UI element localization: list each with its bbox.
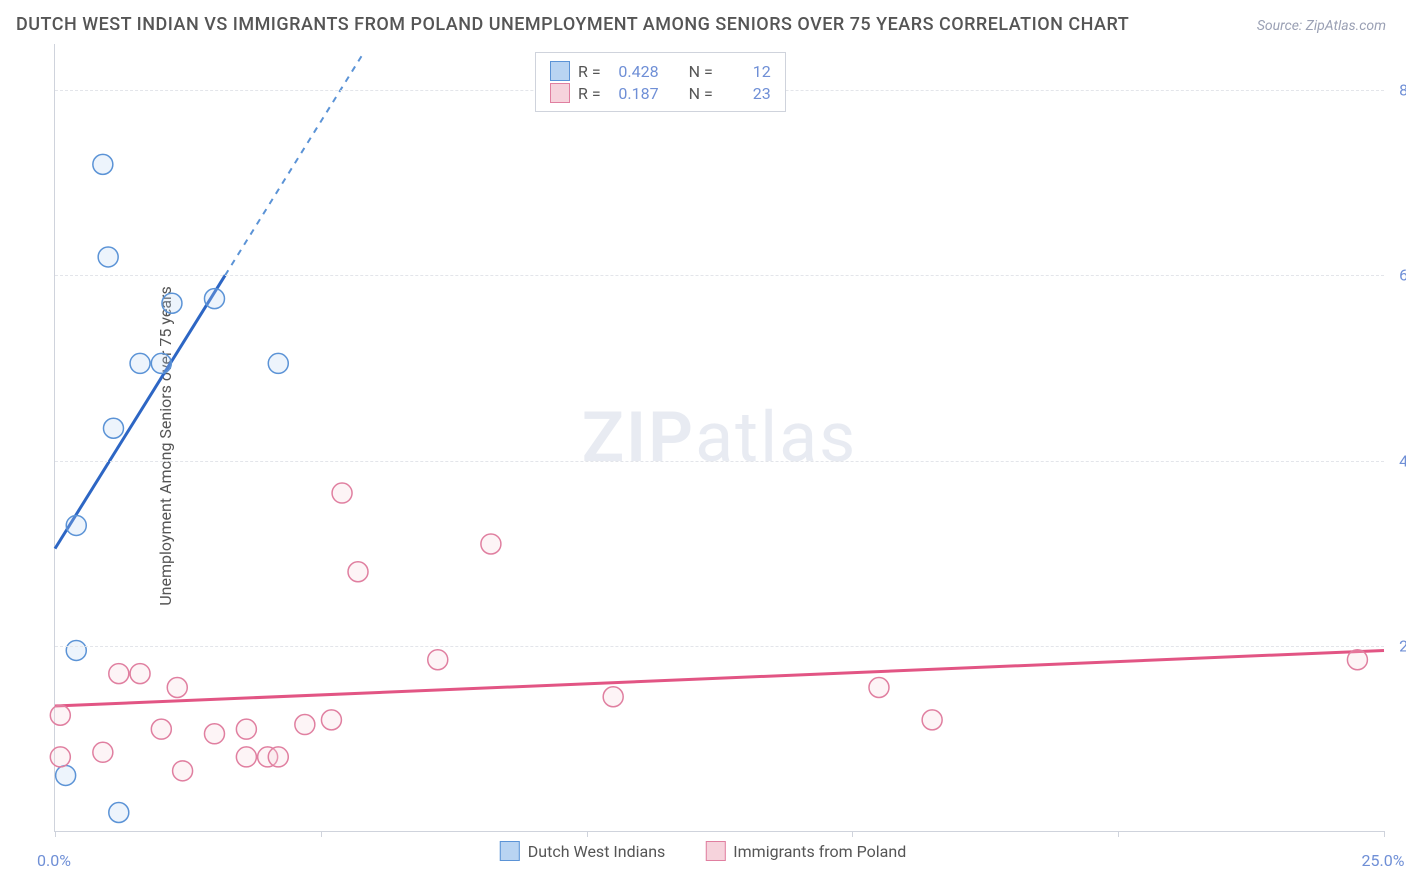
trendline-solid — [55, 275, 225, 548]
data-point — [332, 483, 352, 503]
legend-stats: R = 0.428 N = 12 R = 0.187 N = 23 — [535, 52, 786, 112]
data-point — [103, 418, 123, 438]
r-value: 0.428 — [609, 62, 659, 81]
data-point — [130, 664, 150, 684]
legend-swatch — [500, 841, 520, 861]
y-tick-label: 60.0% — [1399, 266, 1406, 285]
r-label: R = — [578, 84, 601, 103]
data-point — [50, 705, 70, 725]
x-tick — [587, 831, 588, 837]
legend-swatch — [550, 83, 570, 103]
n-value: 12 — [721, 62, 771, 81]
data-point — [173, 761, 193, 781]
x-tick-label: 0.0% — [37, 851, 71, 870]
data-point — [1347, 650, 1367, 670]
chart-container: DUTCH WEST INDIAN VS IMMIGRANTS FROM POL… — [0, 0, 1406, 892]
data-point — [151, 719, 171, 739]
source-credit: Source: ZipAtlas.com — [1257, 18, 1386, 34]
data-point — [66, 515, 86, 535]
plot-area: ZIPatlas 20.0%40.0%60.0%80.0%R =0.428N =… — [54, 44, 1384, 832]
r-value: 0.187 — [609, 84, 659, 103]
data-point — [66, 640, 86, 660]
data-point — [428, 650, 448, 670]
x-tick — [321, 831, 322, 837]
data-point — [268, 747, 288, 767]
data-point — [56, 765, 76, 785]
data-point — [236, 719, 256, 739]
plot-svg — [55, 44, 1384, 831]
data-point — [50, 747, 70, 767]
trendline — [55, 650, 1384, 706]
n-label: N = — [689, 62, 713, 81]
gridline-h — [55, 646, 1384, 647]
chart-title: DUTCH WEST INDIAN VS IMMIGRANTS FROM POL… — [16, 14, 1129, 35]
data-point — [204, 724, 224, 744]
x-tick — [1118, 831, 1119, 837]
data-point — [268, 353, 288, 373]
legend-item: Immigrants from Poland — [705, 841, 906, 861]
data-point — [93, 742, 113, 762]
legend-label: Immigrants from Poland — [733, 842, 906, 861]
legend-stat-row: R = 0.187 N = 23 — [550, 83, 771, 103]
trendline-dashed — [225, 53, 363, 275]
r-label: R = — [578, 62, 601, 81]
x-tick — [1384, 831, 1385, 837]
data-point — [162, 293, 182, 313]
y-tick-label: 80.0% — [1399, 81, 1406, 100]
data-point — [167, 677, 187, 697]
legend-item: Dutch West Indians — [500, 841, 666, 861]
gridline-h — [55, 461, 1384, 462]
data-point — [295, 715, 315, 735]
data-point — [321, 710, 341, 730]
data-point — [109, 664, 129, 684]
data-point — [98, 247, 118, 267]
legend-label: Dutch West Indians — [528, 842, 666, 861]
data-point — [922, 710, 942, 730]
data-point — [151, 353, 171, 373]
data-point — [93, 154, 113, 174]
data-point — [869, 677, 889, 697]
data-point — [204, 289, 224, 309]
x-tick — [852, 831, 853, 837]
legend-bottom: Dutch West Indians Immigrants from Poland — [500, 841, 906, 861]
x-tick-label: 25.0% — [1362, 851, 1405, 870]
data-point — [481, 534, 501, 554]
data-point — [130, 353, 150, 373]
data-point — [236, 747, 256, 767]
data-point — [109, 802, 129, 822]
legend-swatch — [550, 61, 570, 81]
n-value: 23 — [721, 84, 771, 103]
y-tick-label: 20.0% — [1399, 636, 1406, 655]
x-tick — [55, 831, 56, 837]
gridline-h — [55, 275, 1384, 276]
legend-stat-row: R = 0.428 N = 12 — [550, 61, 771, 81]
y-tick-label: 40.0% — [1399, 451, 1406, 470]
legend-swatch — [705, 841, 725, 861]
n-label: N = — [689, 84, 713, 103]
data-point — [603, 687, 623, 707]
data-point — [348, 562, 368, 582]
